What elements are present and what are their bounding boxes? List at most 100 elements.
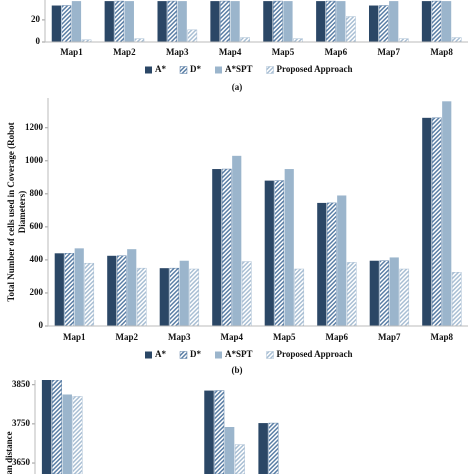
bar — [317, 202, 327, 326]
bar — [212, 169, 222, 326]
bar — [379, 260, 390, 326]
y-tick-label: 0 — [39, 320, 44, 330]
legend-label: Proposed Approach — [277, 64, 353, 74]
bar — [294, 268, 305, 326]
x-tick-label: Map3 — [168, 332, 191, 342]
legend-swatch — [266, 351, 274, 359]
bar — [389, 257, 399, 326]
bar — [399, 268, 410, 326]
bar — [107, 255, 117, 326]
plot-area — [41, 380, 279, 474]
legend-label: Proposed Approach — [277, 349, 353, 359]
bar — [136, 267, 147, 326]
bar — [127, 249, 137, 326]
bar — [283, 1, 293, 42]
bar — [74, 248, 84, 326]
bar — [210, 1, 220, 42]
plot-area — [54, 101, 462, 326]
bar — [441, 1, 452, 42]
panel-caption: (b) — [232, 365, 243, 375]
bar — [71, 1, 82, 42]
bar — [116, 255, 127, 326]
y-tick-label: 3750 — [12, 418, 31, 428]
legend-swatch — [179, 351, 188, 359]
bar — [72, 396, 83, 474]
bar — [81, 39, 92, 42]
bar — [220, 0, 230, 42]
y-tick-label: 800 — [30, 188, 44, 198]
bar — [221, 168, 232, 326]
bar — [264, 180, 274, 326]
bar — [284, 169, 294, 326]
bar — [61, 5, 72, 42]
x-tick-label: Map2 — [113, 47, 136, 57]
bar — [204, 390, 214, 474]
x-tick-label: Map4 — [219, 47, 242, 57]
bar — [273, 0, 283, 42]
x-tick-label: Map6 — [326, 332, 349, 342]
y-tick-label: 200 — [30, 287, 44, 297]
legend-swatch — [266, 66, 274, 74]
legend-swatch — [215, 351, 222, 359]
bar — [293, 38, 303, 42]
bar — [346, 262, 357, 326]
bar — [64, 253, 75, 326]
bar — [325, 0, 336, 42]
legend-swatch — [145, 351, 152, 359]
bar — [421, 1, 432, 42]
bar — [159, 268, 169, 326]
bar — [62, 394, 72, 474]
bar — [431, 117, 442, 326]
bar — [337, 195, 347, 326]
legend-label: A*SPT — [225, 349, 253, 359]
bar — [214, 390, 225, 474]
bar — [124, 1, 134, 42]
y-tick-label: 1200 — [25, 122, 44, 132]
bar — [389, 1, 399, 42]
bar — [157, 1, 167, 42]
bar — [274, 180, 285, 326]
x-tick-label: Map4 — [221, 332, 244, 342]
bar — [51, 380, 62, 474]
bar — [51, 5, 61, 42]
bar — [84, 262, 95, 326]
bar — [240, 37, 251, 42]
bar — [234, 444, 245, 474]
bar — [263, 1, 273, 42]
legend-swatch — [179, 66, 188, 74]
bar — [451, 37, 462, 42]
bar — [179, 260, 189, 326]
y-tick-label: 3650 — [12, 457, 31, 467]
x-tick-label: Map7 — [378, 332, 401, 342]
y-tick-label: 0 — [36, 36, 41, 46]
x-tick-label: Map6 — [325, 47, 348, 57]
bar — [41, 380, 52, 474]
bar — [369, 260, 379, 326]
x-tick-label: Map8 — [431, 332, 454, 342]
bar — [189, 268, 200, 326]
x-tick-label: Map8 — [430, 47, 453, 57]
bar — [431, 0, 442, 42]
bar — [258, 423, 268, 474]
y-axis-label: Diameters) — [17, 191, 27, 233]
bar — [169, 267, 180, 326]
bar — [114, 0, 125, 42]
legend-label: A* — [155, 64, 166, 74]
bar — [232, 155, 242, 326]
x-tick-label: Map2 — [116, 332, 139, 342]
plot-area — [51, 0, 462, 42]
bar — [326, 202, 337, 326]
legend-label: A* — [155, 349, 166, 359]
x-tick-label: Map1 — [63, 332, 86, 342]
y-tick-label: 600 — [30, 221, 44, 231]
bar — [336, 1, 346, 42]
bar — [378, 5, 389, 42]
bar — [167, 0, 178, 42]
y-axis-label: Total Number of cells used in Coverage (… — [6, 122, 16, 301]
y-tick-label: 3850 — [12, 379, 31, 389]
bar — [224, 427, 235, 474]
bar — [422, 117, 432, 326]
legend-swatch — [145, 66, 152, 74]
bar — [368, 5, 379, 42]
